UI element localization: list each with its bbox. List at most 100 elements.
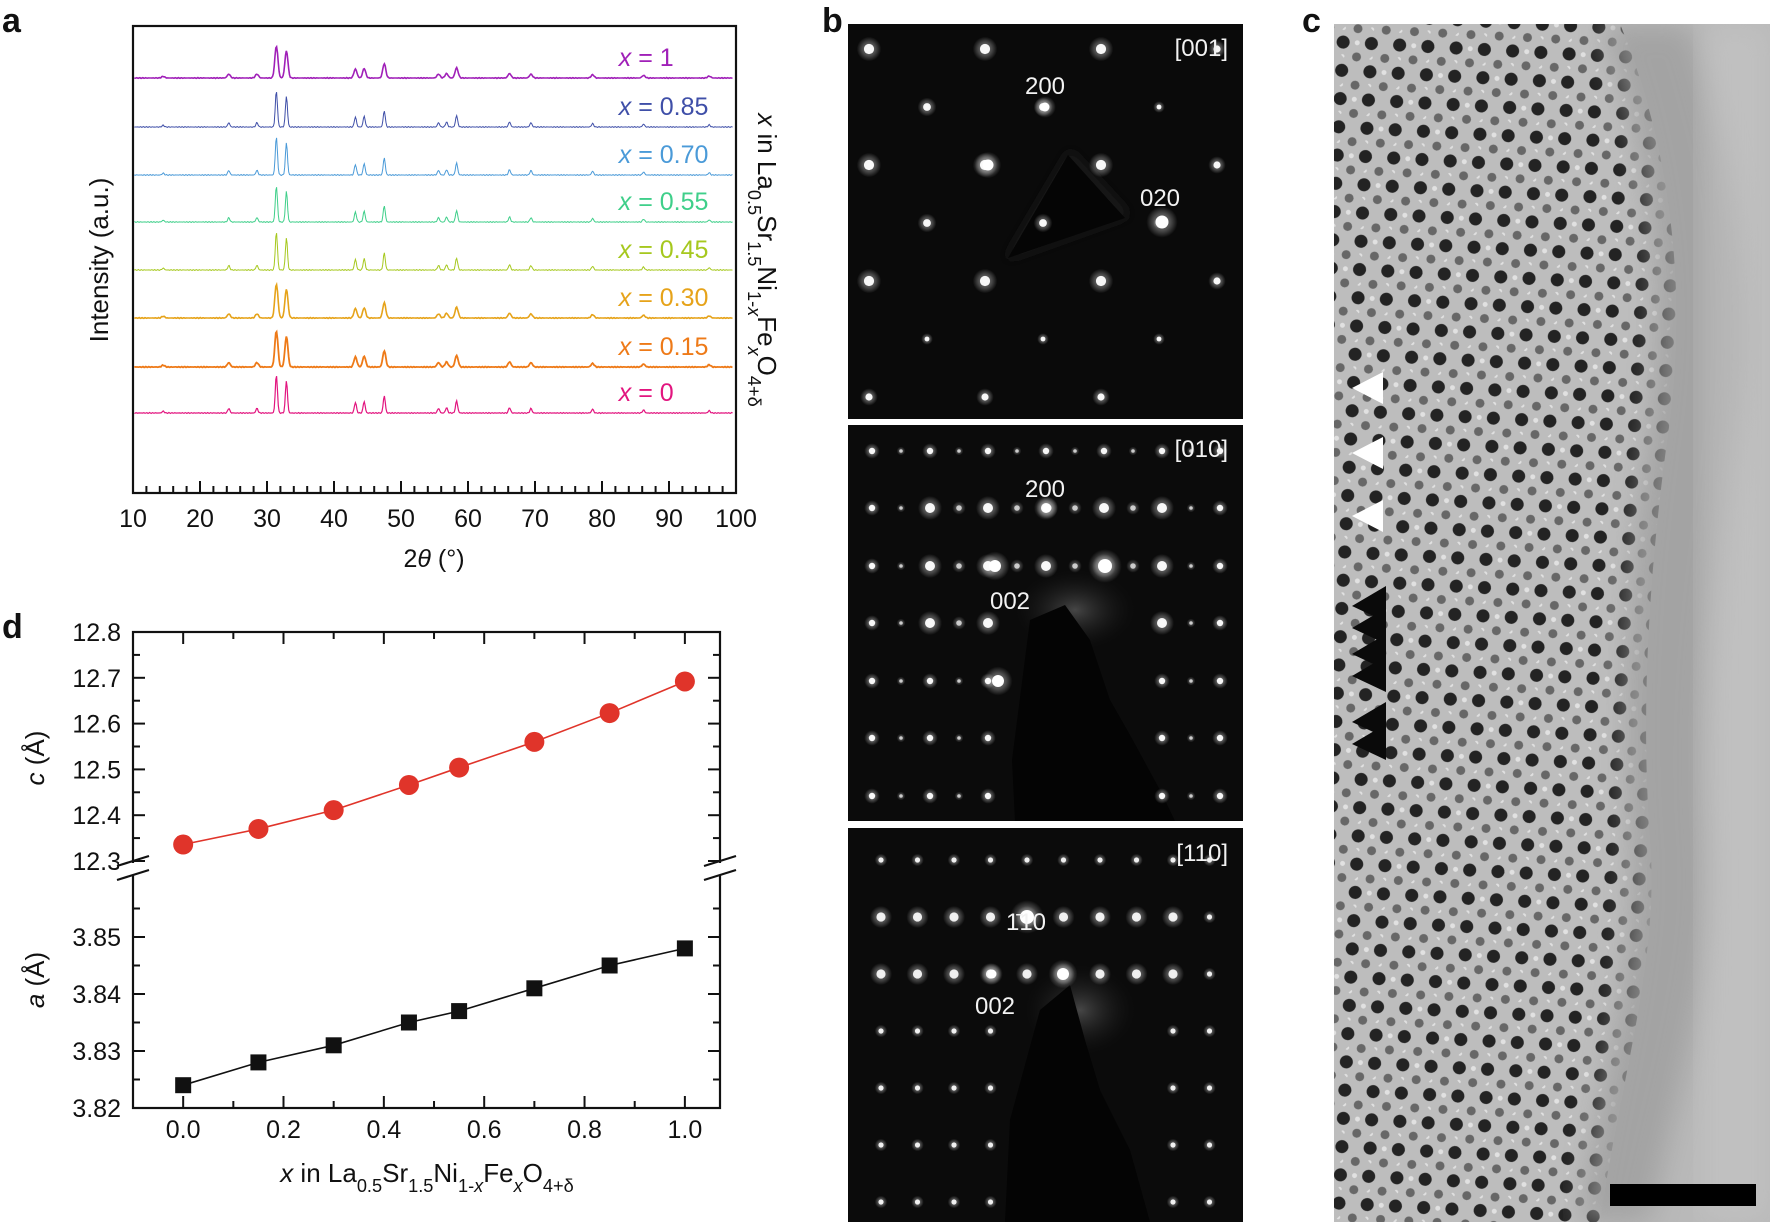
diffraction-spot: [912, 969, 923, 979]
white-arrowhead-1: [1352, 372, 1383, 404]
diffraction-spot: [1131, 449, 1135, 453]
a-data-point: [676, 940, 693, 957]
diffraction-spot: [1170, 857, 1176, 863]
diffraction-spot: [1216, 677, 1224, 685]
xrd-trace: [134, 91, 733, 128]
diffraction-spot: [868, 677, 876, 685]
diffraction-spot: [1206, 1028, 1213, 1034]
diffraction-spot: [1206, 1142, 1213, 1148]
diffraction-spot: [1170, 1142, 1176, 1148]
diffraction-spot: [987, 969, 997, 979]
diffraction-spot: [957, 679, 961, 683]
a-axis-title: a (Å): [20, 952, 50, 1008]
diffraction-spot: [1189, 679, 1193, 683]
diffraction-spot: [1024, 857, 1030, 863]
a-data-point: [325, 1037, 342, 1054]
diffraction-spot: [981, 393, 989, 401]
diffraction-spot: [989, 560, 1001, 572]
diffraction-spot: [951, 1142, 957, 1148]
diffraction-spot: [987, 857, 994, 863]
diffraction-spot: [987, 1142, 994, 1148]
diffraction-spot: [1100, 447, 1108, 455]
diffraction-spot: [923, 219, 931, 227]
diffraction-spot: [912, 912, 923, 922]
c-series-line: [183, 680, 686, 846]
saed-label-200b: 200: [1025, 476, 1065, 503]
diffraction-spot: [1130, 563, 1136, 569]
lattice-x-tick-label: 0.2: [266, 1116, 301, 1144]
diffraction-spot: [1072, 505, 1078, 511]
saed-image-001: [001] 200 020: [848, 24, 1243, 419]
xrd-trace: [134, 329, 733, 369]
axis-break-mark: [116, 868, 150, 882]
a-data-point: [250, 1054, 267, 1071]
xrd-trace: [134, 375, 733, 415]
diffraction-patterns: [001] 200 020 [010] 200 002 [110] 1̄10 0…: [848, 24, 1243, 1222]
a-y-tick-label: 3.84: [72, 981, 121, 1009]
saed-label-002: 002: [990, 588, 1030, 615]
xrd-x-tick-label: 50: [387, 505, 415, 533]
diffraction-spot: [1189, 621, 1193, 625]
saed-spots-110: [869, 853, 1216, 1209]
diffraction-spot: [951, 1199, 957, 1205]
black-arrowhead: [1352, 724, 1386, 760]
diffraction-spot: [985, 912, 996, 922]
diffraction-spot: [1216, 447, 1224, 455]
diffraction-spot: [1206, 1199, 1213, 1205]
xrd-plot-frame: [131, 24, 738, 495]
diffraction-spot: [1095, 159, 1107, 171]
diffraction-spot: [1020, 910, 1034, 924]
xrd-series-label: x = 0.70: [618, 141, 709, 169]
diffraction-spot: [1155, 215, 1169, 229]
diffraction-spot: [1097, 857, 1103, 863]
saed-spots-010: [864, 443, 1228, 804]
diffraction-spot: [992, 675, 1004, 687]
diffraction-spot: [926, 447, 934, 455]
diffraction-spot: [899, 564, 903, 568]
diffraction-spot: [1168, 912, 1178, 922]
zone-axis-001: [001]: [1175, 35, 1228, 62]
diffraction-spot: [1216, 562, 1224, 570]
diffraction-spot: [1014, 505, 1020, 511]
diffraction-spot: [1216, 504, 1224, 512]
diffraction-spot: [1157, 561, 1167, 571]
diffraction-spot: [1098, 559, 1112, 573]
diffraction-spot: [878, 857, 884, 863]
diffraction-spot: [899, 449, 903, 453]
lattice-series: [173, 671, 695, 1094]
c-y-tick-label: 12.3: [72, 848, 121, 876]
diffraction-spot: [863, 275, 875, 287]
diffraction-spot: [899, 621, 903, 625]
xrd-composition-label: x in La0.5Sr1.5Ni1-xFexO4+δ: [744, 111, 782, 407]
xrd-trace: [134, 44, 733, 80]
diffraction-spot: [1095, 912, 1105, 922]
diffraction-spot: [878, 1199, 884, 1205]
black-arrowhead: [1352, 656, 1386, 692]
diffraction-spot: [951, 1028, 957, 1034]
diffraction-spot: [925, 618, 935, 628]
saed-image-110: [110] 1̄10 002: [848, 828, 1243, 1222]
diffraction-spot: [956, 563, 962, 569]
saed-label-020: 020: [1140, 185, 1180, 212]
diffraction-spot: [1097, 393, 1105, 401]
diffraction-spot: [1014, 563, 1020, 569]
saed-label-1-10: 1̄10: [1006, 909, 1046, 936]
xrd-series-label: x = 0.15: [618, 333, 709, 361]
diffraction-spot: [1213, 277, 1221, 285]
axis-break-mark: [116, 854, 150, 868]
diffraction-spot: [899, 794, 903, 798]
xrd-series-label: x = 0.85: [618, 93, 709, 121]
diffraction-spot: [868, 447, 876, 455]
diffraction-spot: [949, 912, 959, 922]
diffraction-spot: [1158, 677, 1166, 685]
diffraction-spot: [951, 857, 957, 863]
xrd-series-group: [134, 44, 733, 415]
diffraction-spot: [868, 562, 876, 570]
diffraction-spot: [1039, 219, 1047, 227]
xrd-x-tick-label: 80: [588, 505, 616, 533]
diffraction-spot: [1058, 912, 1069, 922]
white-arrowhead-2: [1352, 437, 1383, 469]
xrd-axis-ticks: 10 20 30 40 50 60 70 80 90 100: [119, 481, 757, 533]
diffraction-spot: [1170, 1085, 1176, 1091]
